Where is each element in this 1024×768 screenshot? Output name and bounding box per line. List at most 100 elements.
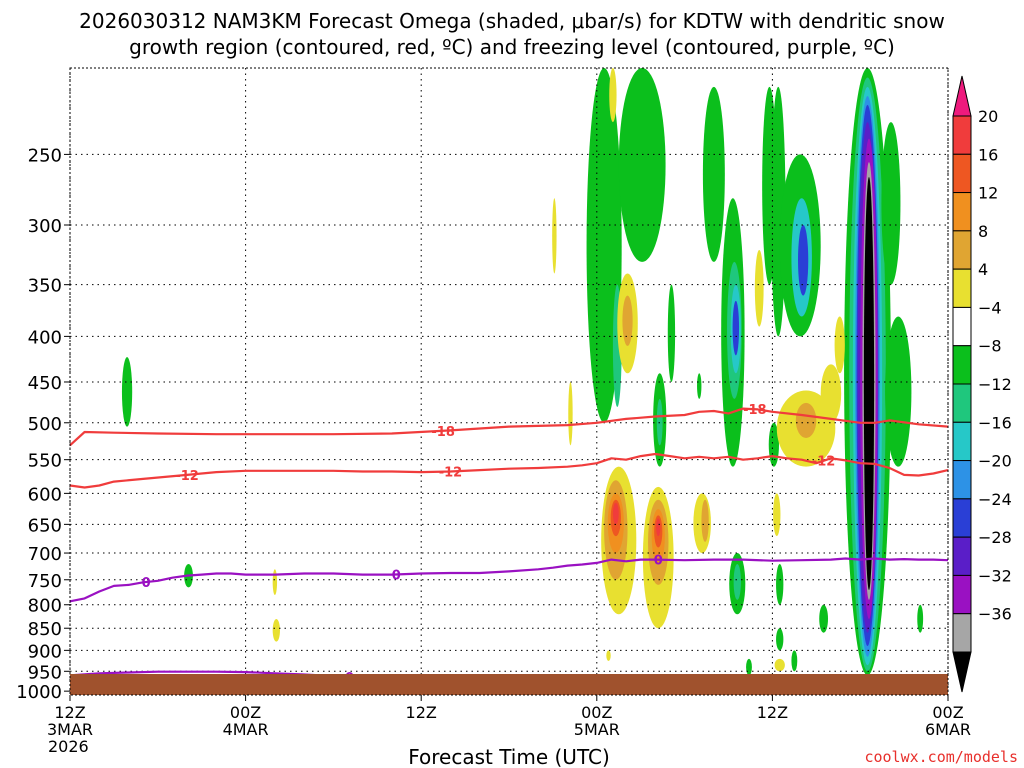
x-tick-label: 00Z [932, 703, 963, 722]
colorbar-box [952, 536, 972, 576]
y-tick-label: 950 [28, 662, 62, 683]
omega-cell [885, 316, 912, 467]
omega-cell [272, 619, 280, 642]
colorbar-box [952, 345, 972, 385]
omega-shading [121, 68, 924, 676]
omega-cell [612, 502, 619, 525]
y-tick-label: 450 [28, 373, 62, 394]
colorbar-label: 4 [978, 260, 988, 279]
omega-cell [701, 499, 709, 542]
omega-cell [776, 563, 784, 605]
y-tick-label: 1000 [16, 682, 62, 703]
colorbar-box [952, 192, 972, 232]
colorbar-label: −16 [978, 413, 1012, 432]
colorbar-label: −24 [978, 490, 1012, 509]
colorbar-top-arrow [952, 75, 972, 117]
omega-cell [773, 493, 781, 537]
x-tick-label: 12Z [54, 703, 85, 722]
y-tick-label: 700 [28, 544, 62, 565]
ground-surface [70, 674, 948, 695]
omega-cell [746, 658, 752, 676]
x-tick-label: 12Z [406, 703, 437, 722]
omega-cell [609, 68, 617, 123]
contour-line [69, 407, 949, 447]
omega-cell [834, 316, 845, 374]
omega-cell [121, 357, 133, 427]
colorbar-box [952, 460, 972, 500]
omega-cell [272, 569, 278, 595]
x-tick-label: 12Z [757, 703, 788, 722]
plot-background [70, 68, 948, 695]
y-tick-label: 500 [28, 414, 62, 435]
x-axis-label: Forecast Time (UTC) [408, 745, 610, 768]
x-tick-label: 3MAR [47, 720, 93, 739]
colorbar-label: 16 [978, 145, 998, 164]
contour-label: 0 [654, 554, 663, 569]
contour-line [69, 452, 949, 489]
omega-cell [819, 604, 829, 633]
colorbar-box [952, 268, 972, 308]
y-tick-label: 900 [28, 641, 62, 662]
y-tick-label: 250 [28, 145, 62, 166]
colorbar-label: 20 [978, 107, 998, 126]
contour-label: -12 [812, 455, 836, 470]
colorbar-label: −28 [978, 528, 1012, 547]
colorbar-box [952, 498, 972, 538]
colorbar-label: 12 [978, 184, 998, 203]
contour-label: -18 [431, 425, 455, 440]
x-tick-label: 00Z [230, 703, 261, 722]
colorbar-bottom-arrow [952, 651, 972, 693]
omega-cell [863, 176, 875, 590]
omega-cell [606, 650, 611, 661]
x-tick-label: 2026 [48, 737, 89, 756]
colorbar-box [952, 574, 972, 615]
omega-cell [774, 658, 785, 672]
colorbar-label: −8 [978, 337, 1002, 356]
omega-cell [791, 650, 798, 672]
colorbar-label: −20 [978, 452, 1012, 471]
omega-cell [820, 364, 842, 423]
omega-cell [798, 224, 809, 296]
omega-cell [656, 398, 663, 446]
y-tick-label: 600 [28, 484, 62, 505]
colorbar-box [952, 306, 972, 347]
colorbar-label: −36 [978, 605, 1012, 624]
omega-cell [732, 300, 740, 356]
y-tick-label: 800 [28, 596, 62, 617]
colorbar: 20 16 12 8 4 −4 −8 −12 −16 −20 −24 −28 −32 −36 [952, 75, 1012, 693]
chart-title-line1: 2026030312 NAM3KM Forecast Omega (shaded… [79, 9, 945, 33]
plot-area: -18-18-12-12-120000 [69, 67, 949, 696]
colorbar-label: 8 [978, 222, 988, 241]
omega-cell [776, 628, 784, 651]
omega-cell [586, 68, 622, 423]
contour-label: 0 [142, 576, 151, 591]
credit-text[interactable]: coolwx.com/models [864, 748, 1018, 766]
chart-title-line2: growth region (contoured, red, ºC) and f… [129, 35, 895, 59]
x-tick-label: 6MAR [925, 720, 971, 739]
omega-cell [622, 295, 633, 346]
y-tick-label: 400 [28, 327, 62, 348]
y-tick-label: 850 [28, 619, 62, 640]
y-tick-label: 750 [28, 571, 62, 592]
omega-cell [568, 381, 573, 446]
contour-label: -12 [175, 469, 199, 484]
omega-cell [917, 604, 924, 633]
colorbar-box [952, 230, 972, 270]
colorbar-label: −4 [978, 298, 1002, 317]
contour-label: 0 [392, 568, 401, 583]
colorbar-box [952, 613, 972, 653]
colorbar-label: −32 [978, 566, 1012, 585]
omega-cell [667, 284, 676, 382]
x-tick-label: 5MAR [574, 720, 620, 739]
omega-cell [697, 373, 702, 399]
omega-cell [881, 122, 901, 285]
contour-label: -18 [743, 403, 767, 418]
y-tick-label: 350 [28, 276, 62, 297]
colorbar-box [952, 421, 972, 462]
colorbar-box [952, 383, 972, 423]
y-tick-label: 300 [28, 216, 62, 237]
contour-label: -12 [439, 465, 463, 480]
contour-line [69, 557, 949, 603]
x-tick-label: 4MAR [223, 720, 269, 739]
